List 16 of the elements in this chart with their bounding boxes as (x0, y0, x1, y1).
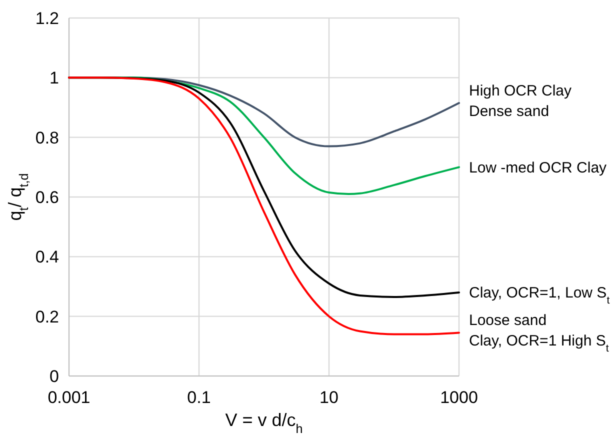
series-label: Loose sand Clay, OCR=1 High S$_{t}$ (469, 312, 609, 355)
x-axis-title: V = v d/c$_{h}$ (225, 410, 303, 436)
y-tick-label: 0.8 (35, 128, 59, 148)
y-tick-label: 0.6 (35, 188, 59, 207)
series-label: Low -med OCR Clay (469, 159, 608, 176)
y-tick-label: 0 (50, 366, 59, 386)
x-tick-label: 10 (320, 388, 338, 407)
series-label: High OCR Clay Dense sand (469, 82, 572, 120)
y-tick-label: 1.2 (35, 8, 59, 28)
y-tick-label: 0.4 (35, 248, 59, 267)
y-tick-label: 0.2 (35, 307, 59, 326)
series-label: Clay, OCR=1, Low S$_{t}$ (469, 284, 610, 307)
x-tick-label: 0.001 (48, 388, 90, 407)
x-tick-label: 0.1 (187, 388, 211, 407)
y-tick-label: 1 (50, 68, 59, 88)
x-tick-label: 1000 (440, 388, 478, 407)
